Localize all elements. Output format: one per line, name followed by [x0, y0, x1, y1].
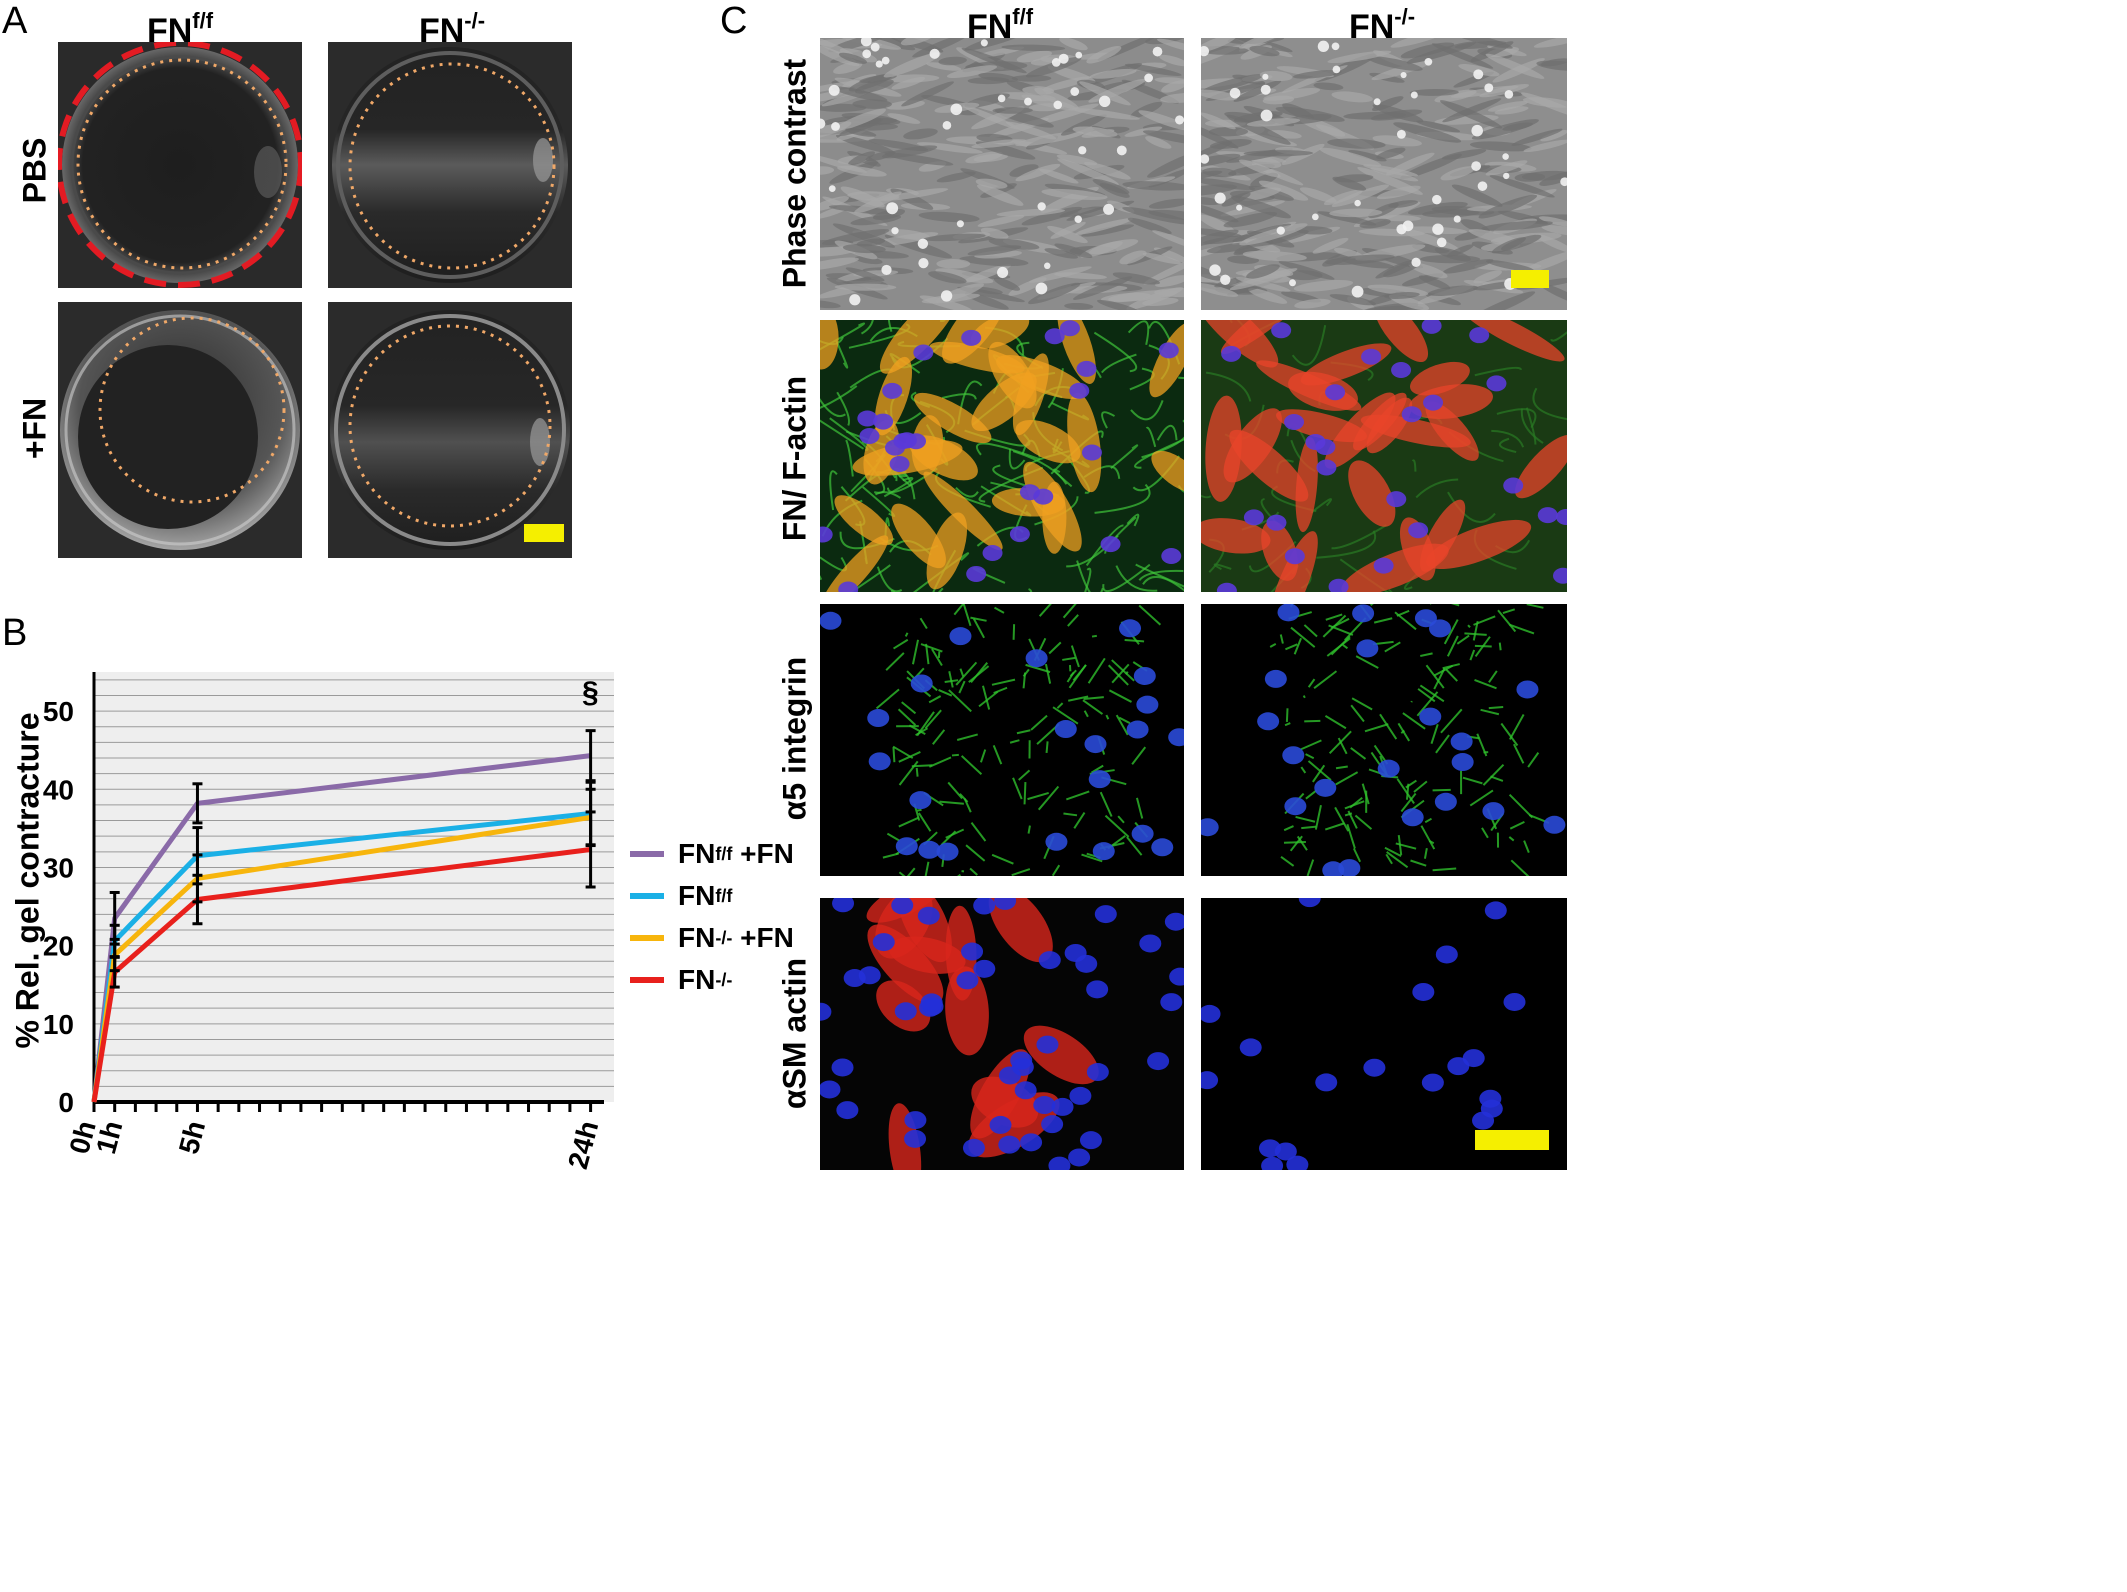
panel-a-letter: A: [2, 0, 28, 42]
panel-c-letter: C: [720, 0, 748, 42]
micrograph-phase-ko: [1201, 38, 1567, 310]
chart-container: 0 10 20 30 40 50 0h 1h 5h 24h: [0, 650, 780, 1592]
well-image-ko-pbs: [328, 42, 572, 288]
y-tick-label: 30: [43, 852, 74, 883]
micrograph-fn-actin-ko: [1201, 320, 1567, 592]
plot-area: [94, 672, 614, 1102]
panel-c-row-head-fn-actin: FN/ F-actin: [776, 375, 813, 542]
panel-b-letter: B: [2, 612, 28, 654]
x-tick-label: 24h: [562, 1118, 604, 1170]
y-tick-label: 0: [58, 1087, 74, 1118]
panel-a-row-head-pbs: PBS: [16, 137, 53, 204]
micrograph-a5-ff: [820, 604, 1184, 876]
legend-swatch: [630, 977, 664, 983]
micrograph-phase-ff: [820, 38, 1184, 310]
series-line: [91, 846, 591, 1103]
legend-swatch: [630, 851, 664, 857]
legend-item: FN -/- +FN: [630, 922, 794, 954]
y-tick-label: 40: [43, 774, 74, 805]
panel-a-row-head-fn: +FN: [16, 397, 53, 460]
y-tick-label: 20: [43, 931, 74, 962]
scale-bar: [1475, 1130, 1549, 1150]
micrograph-fn-actin-ff: [820, 320, 1184, 592]
panel-c-row-head-a5: α5 integrin: [776, 656, 813, 821]
micrograph-asm-ff: [820, 898, 1184, 1170]
well-image-ko-fn: [328, 302, 572, 558]
legend-swatch: [630, 935, 664, 941]
x-tick-label: 5h: [173, 1118, 211, 1158]
legend-swatch: [630, 893, 664, 899]
y-tick-label: 50: [43, 696, 74, 727]
section-mark: §: [582, 676, 599, 709]
x-tick-label: 1h: [90, 1118, 128, 1158]
micrograph-a5-ko: [1201, 604, 1567, 876]
legend-item: FN f/f: [630, 880, 732, 912]
well-image-ff-fn: [58, 302, 302, 558]
scale-bar: [1511, 270, 1549, 288]
legend-item: FN -/-: [630, 964, 732, 996]
panel-c-row-head-asm: αSM actin: [776, 957, 813, 1110]
well-image-ff-pbs: [58, 42, 302, 288]
legend-item: FN f/f +FN: [630, 838, 794, 870]
y-tick-label: 10: [43, 1009, 74, 1040]
micrograph-asm-ko: [1201, 898, 1567, 1170]
panel-c-row-head-phase: Phase contrast: [776, 58, 813, 289]
chart-ylabel: % Rel. gel contracture: [9, 712, 46, 1049]
scale-bar: [524, 524, 564, 542]
